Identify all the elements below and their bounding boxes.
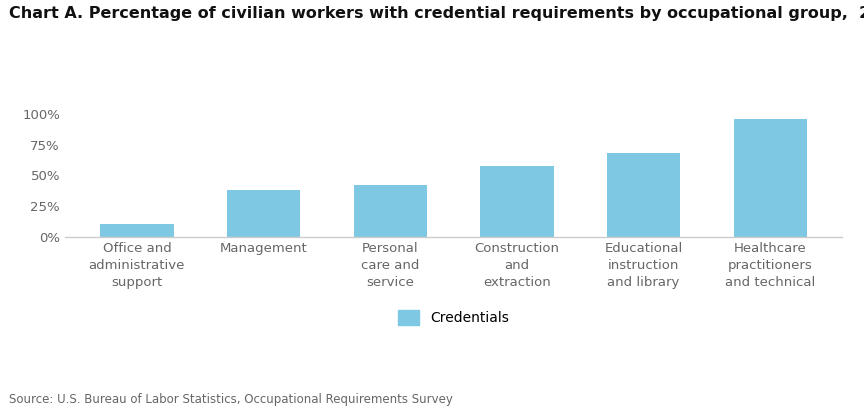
Bar bbox=[607, 153, 680, 237]
Legend: Credentials: Credentials bbox=[398, 310, 509, 325]
Bar bbox=[734, 119, 807, 237]
Bar bbox=[227, 190, 301, 237]
Bar bbox=[480, 166, 554, 237]
Bar bbox=[353, 185, 427, 237]
Text: Source: U.S. Bureau of Labor Statistics, Occupational Requirements Survey: Source: U.S. Bureau of Labor Statistics,… bbox=[9, 393, 453, 406]
Bar bbox=[100, 224, 174, 237]
Text: Chart A. Percentage of civilian workers with credential requirements by occupati: Chart A. Percentage of civilian workers … bbox=[9, 6, 864, 21]
